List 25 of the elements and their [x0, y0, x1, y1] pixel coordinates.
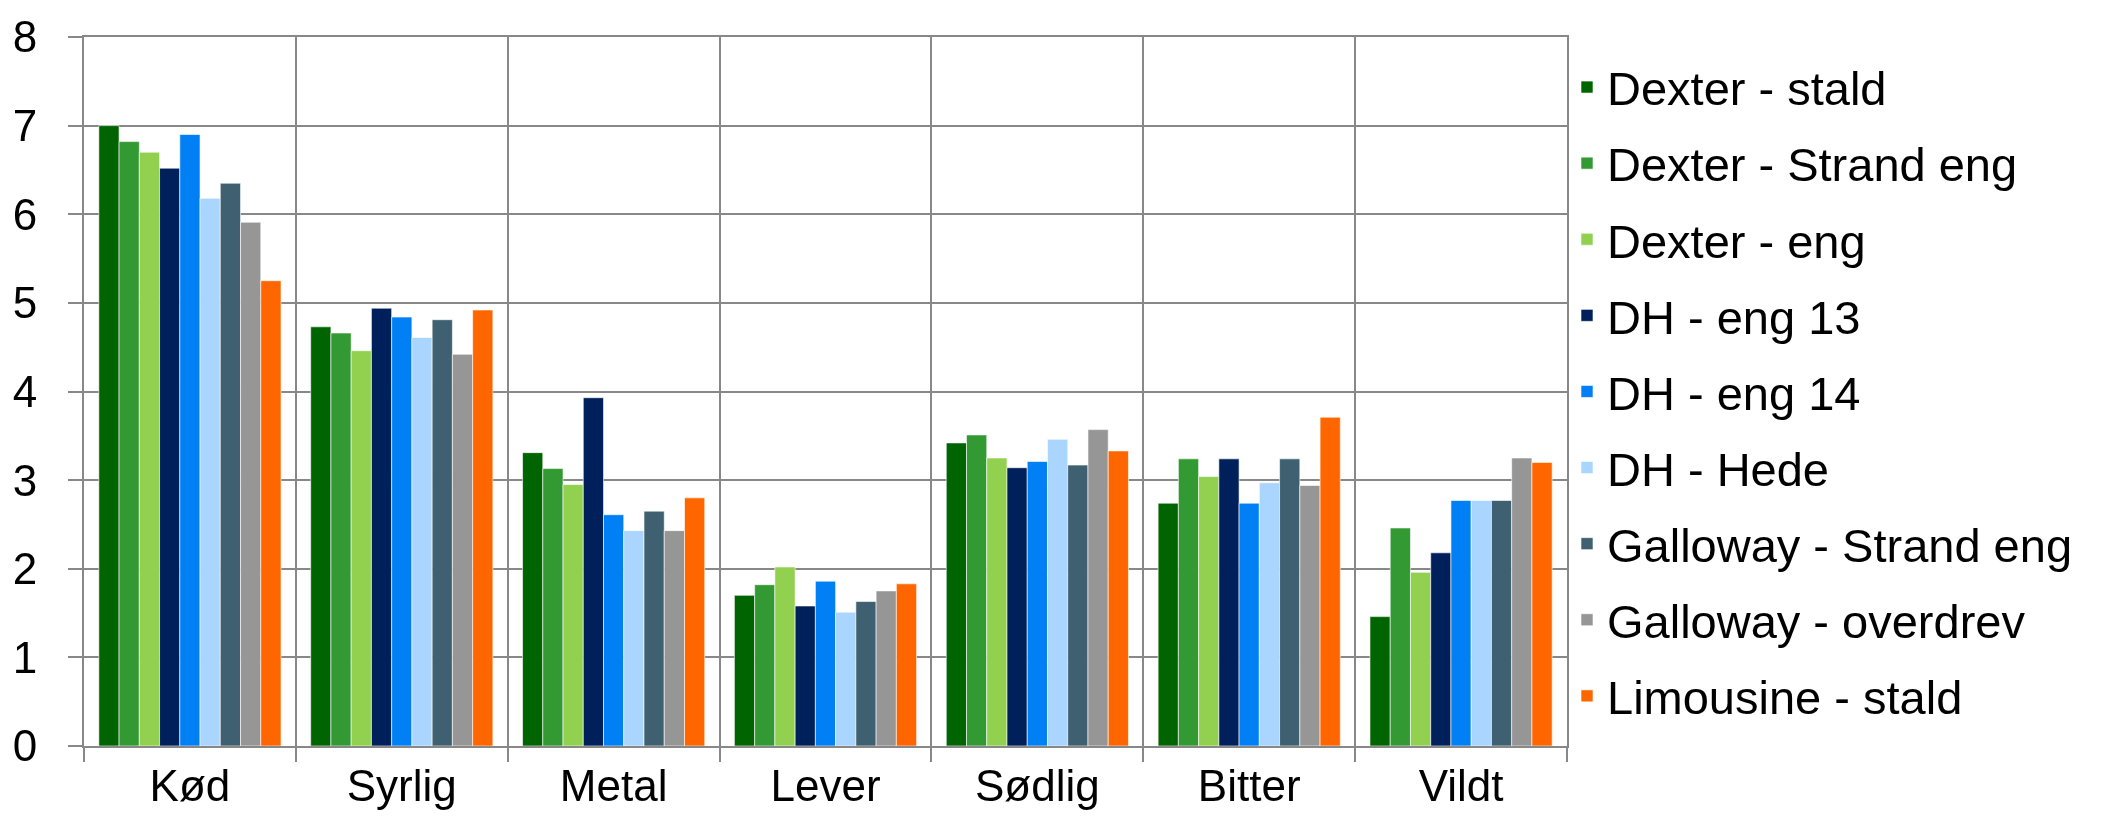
x-tick-label: Vildt: [1418, 760, 1504, 810]
legend-label: Galloway - Strand eng: [1607, 518, 2073, 572]
x-tick-label: Kød: [149, 760, 231, 810]
y-tick-label: 8: [12, 12, 38, 62]
legend-label: Galloway - overdrev: [1607, 595, 2026, 649]
y-tick-label: 4: [12, 366, 38, 416]
legend-label: Dexter - eng: [1607, 214, 1866, 268]
y-tick-label: 0: [12, 721, 38, 771]
legend-label: DH - eng 13: [1607, 290, 1861, 344]
y-tick-label: 5: [12, 278, 38, 328]
legend-label: DH - eng 14: [1607, 366, 1861, 420]
y-tick-label: 6: [12, 189, 38, 239]
legend-label: Limousine - stald: [1607, 671, 1963, 725]
legend-label: DH - Hede: [1607, 442, 1830, 496]
y-tick-label: 2: [12, 544, 38, 594]
x-tick-label: Syrlig: [346, 760, 457, 810]
x-tick-label: Lever: [770, 760, 881, 810]
y-tick-label: 7: [12, 101, 38, 151]
legend-label: Dexter - Strand eng: [1607, 138, 2018, 192]
legend-label: Dexter - stald: [1607, 62, 1887, 116]
x-tick-label: Bitter: [1197, 760, 1301, 810]
y-tick-label: 3: [12, 455, 38, 505]
x-tick-label: Metal: [559, 760, 668, 810]
x-tick-label: Sødlig: [975, 760, 1100, 810]
y-tick-label: 1: [12, 632, 38, 682]
